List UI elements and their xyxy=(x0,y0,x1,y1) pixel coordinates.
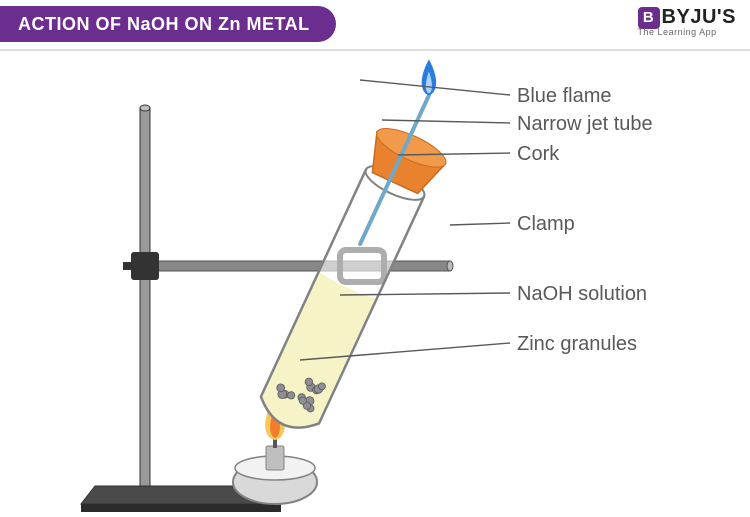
logo-text: BYJU'S xyxy=(662,6,736,28)
label-jet-tube: Narrow jet tube xyxy=(517,113,653,136)
byjus-logo: BBYJU'S The Learning App xyxy=(638,6,736,37)
logo-main: BBYJU'S xyxy=(638,6,736,29)
logo-badge: B xyxy=(638,7,660,29)
label-zinc: Zinc granules xyxy=(517,333,637,356)
label-clamp: Clamp xyxy=(517,213,575,236)
header: ACTION OF NaOH ON Zn METAL BBYJU'S The L… xyxy=(0,0,750,48)
label-cork: Cork xyxy=(517,143,559,166)
title-pill: ACTION OF NaOH ON Zn METAL xyxy=(0,6,336,42)
label-naoh: NaOH solution xyxy=(517,283,647,306)
canvas: ACTION OF NaOH ON Zn METAL BBYJU'S The L… xyxy=(0,0,750,517)
label-blue-flame: Blue flame xyxy=(517,85,612,108)
